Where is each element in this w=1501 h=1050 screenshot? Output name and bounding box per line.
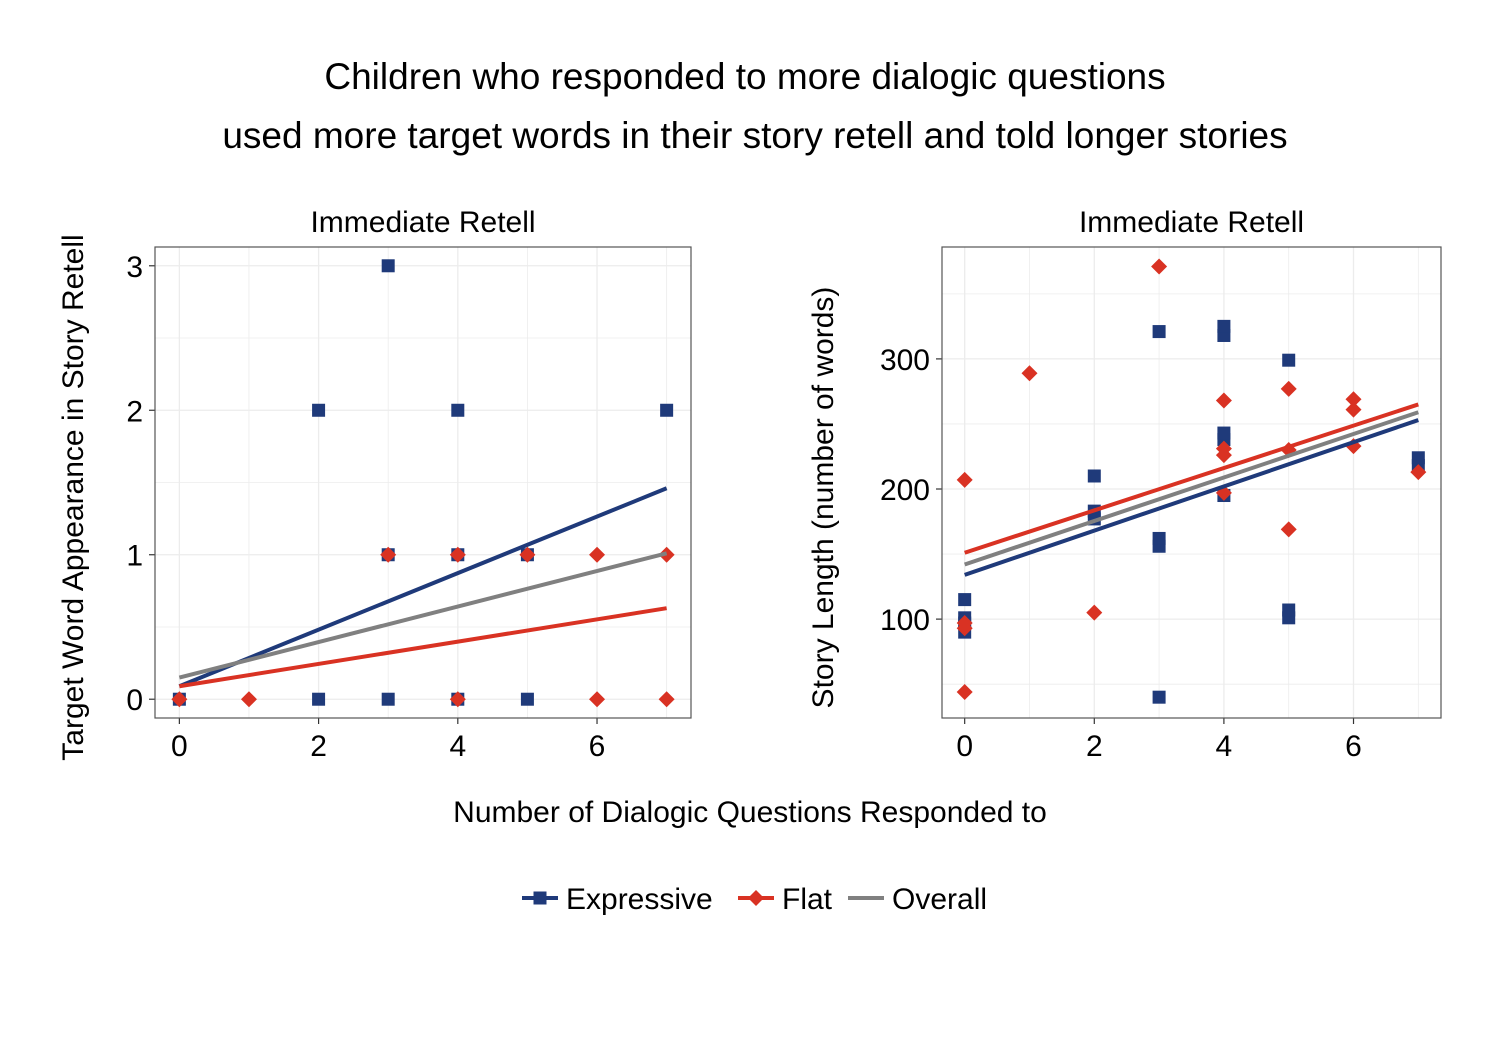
legend-label: Overall [892,883,987,916]
data-point [1151,258,1168,275]
legend-item-flat: Flat [738,883,833,916]
panel-title: Immediate Retell [1079,206,1304,239]
y-axis-label: Story Length (number of words) [807,287,840,709]
x-tick-label: 6 [1345,730,1362,763]
data-point [240,691,257,708]
legend-item-overall: Overall [848,883,987,916]
data-point [958,593,972,607]
plot-frame [154,246,692,719]
data-point [956,683,973,700]
panel-target-words: Immediate Retell Target Word Appearance i… [57,206,692,763]
data-point [1282,353,1296,367]
data-point [1086,604,1103,621]
x-tick-label: 2 [1086,730,1103,763]
data-point [449,546,466,563]
y-tick-label: 0 [126,684,143,717]
data-point [1280,521,1297,538]
y-tick-label: 200 [880,474,930,507]
data-point [381,692,395,706]
legend-marker [533,891,547,905]
y-tick-label: 3 [126,251,143,284]
panel-story-length: Immediate Retell Story Length (number of … [807,206,1442,763]
data-point [449,691,466,708]
data-point [1152,690,1166,704]
data-point [312,403,326,417]
y-tick-label: 300 [880,344,930,377]
y-tick-label: 100 [880,604,930,637]
data-point [1215,440,1232,457]
fit-line-flat [179,606,667,689]
legend-label: Flat [782,883,833,916]
data-point [381,259,395,273]
data-point [171,691,188,708]
x-tick-label: 0 [956,730,973,763]
x-tick-label: 2 [310,730,327,763]
data-point [519,546,536,563]
x-tick-label: 6 [589,730,606,763]
data-point [312,692,326,706]
y-tick-label: 1 [126,540,143,573]
legend-marker [748,890,764,906]
data-point [1215,392,1232,409]
figure-title-line2: used more target words in their story re… [222,115,1287,156]
x-tick-label: 0 [171,730,188,763]
legend-label: Expressive [566,883,713,916]
data-point [956,471,973,488]
data-point [451,403,465,417]
fit-line-expressive [964,418,1419,577]
data-point [1345,391,1362,408]
data-point [1411,451,1425,465]
data-point [1021,365,1038,382]
panel-title: Immediate Retell [310,206,535,239]
legend-item-expressive: Expressive [522,883,713,916]
data-point [520,692,534,706]
plot-frame [941,246,1442,719]
data-point [658,691,675,708]
data-point [1152,531,1166,545]
x-tick-label: 4 [1216,730,1233,763]
data-point [380,546,397,563]
plot-background [942,247,1441,718]
data-point [589,691,606,708]
data-point [1280,380,1297,397]
legend: Expressive Flat Overall [522,883,987,916]
data-point [1345,401,1362,418]
data-point [956,615,973,632]
data-point [1217,426,1231,440]
data-point [1282,603,1296,617]
fit-line-overall [178,551,668,680]
fit-lines [964,402,1419,577]
data-point [660,403,674,417]
data-point [1410,464,1427,481]
fit-line-overall [964,410,1419,567]
data-point [1217,319,1231,333]
fit-line-expressive [178,486,668,689]
data-point [589,546,606,563]
x-tick-label: 4 [449,730,466,763]
shared-x-axis-label: Number of Dialogic Questions Responded t… [453,796,1047,829]
data-point [1152,325,1166,339]
data-point [1087,469,1101,483]
fit-lines [178,486,668,689]
y-tick-label: 2 [126,395,143,428]
figure-title-line1: Children who responded to more dialogic … [324,56,1165,97]
fit-line-flat [964,402,1419,555]
y-axis-label: Target Word Appearance in Story Retell [57,234,90,760]
